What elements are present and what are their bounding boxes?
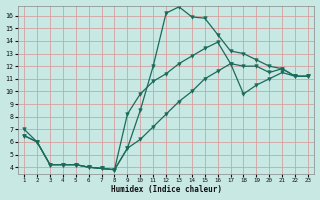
X-axis label: Humidex (Indice chaleur): Humidex (Indice chaleur) — [111, 185, 221, 194]
